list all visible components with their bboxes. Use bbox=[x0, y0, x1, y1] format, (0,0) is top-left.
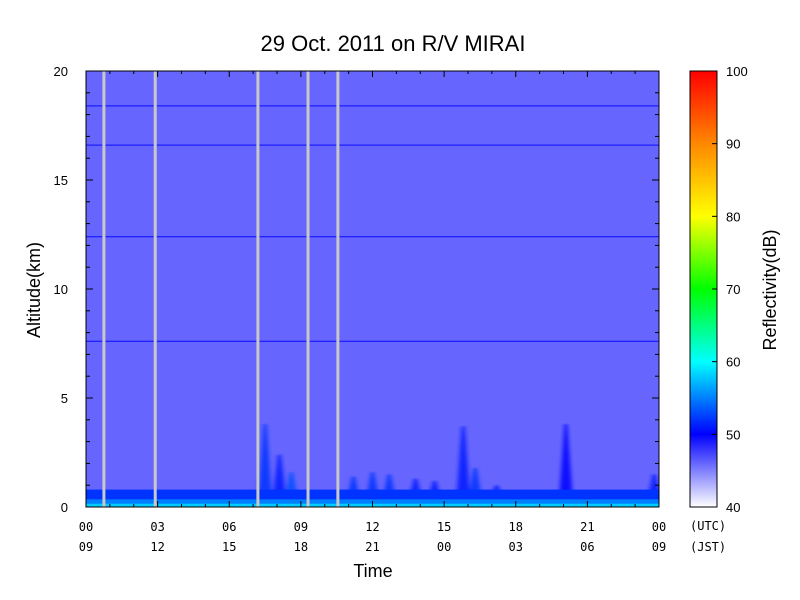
x-tick-label-jst: 12 bbox=[150, 540, 164, 554]
chart-title: 29 Oct. 2011 on R/V MIRAI bbox=[261, 31, 526, 56]
x-tick-label-utc: 09 bbox=[294, 520, 308, 534]
x-tick-label-utc: 00 bbox=[79, 520, 93, 534]
x-tick-label-jst: 09 bbox=[79, 540, 93, 554]
y-tick-label: 0 bbox=[61, 500, 68, 515]
x-tick-label-jst: 06 bbox=[580, 540, 594, 554]
x-tick-label-jst: 03 bbox=[509, 540, 523, 554]
x-axis-label: Time bbox=[353, 561, 392, 581]
colorbar-tick-label: 40 bbox=[726, 500, 740, 515]
x-tick-label-utc: 03 bbox=[150, 520, 164, 534]
data-gap bbox=[336, 71, 340, 507]
colorbar-tick-label: 80 bbox=[726, 209, 740, 224]
colorbar-tick-label: 90 bbox=[726, 137, 740, 152]
colorbar-tick-label: 70 bbox=[726, 282, 740, 297]
plot-axes: 00 09 03 12 06 15 09 18 12 21 15 00 18 03 21 06 00 09 0 5 10… bbox=[54, 64, 667, 554]
echo-plume bbox=[558, 424, 573, 501]
y-tick-label: 15 bbox=[54, 173, 68, 188]
x-tick-label-jst: 09 bbox=[652, 540, 666, 554]
colorbar-axis: 40 50 60 70 80 90 100 bbox=[712, 64, 748, 515]
echo-plume bbox=[272, 454, 287, 501]
y-tick-label: 20 bbox=[54, 64, 68, 79]
interference-line bbox=[86, 144, 659, 146]
colorbar-label: Reflectivity(dB) bbox=[760, 229, 780, 350]
echo-plume bbox=[258, 424, 273, 501]
data-gap bbox=[256, 71, 260, 507]
y-axis-label: Altitude(km) bbox=[24, 242, 44, 338]
data-gap bbox=[153, 71, 157, 507]
heatmap-area bbox=[86, 71, 659, 507]
x-tick-label-jst: 21 bbox=[365, 540, 379, 554]
x-tick-label-utc: 18 bbox=[509, 520, 523, 534]
x-tick-label-jst: 18 bbox=[294, 540, 308, 554]
colorbar-tick-label: 60 bbox=[726, 355, 740, 370]
utc-label: (UTC) bbox=[690, 519, 726, 533]
y-tick-label: 5 bbox=[61, 391, 68, 406]
x-tick-label-utc: 00 bbox=[652, 520, 666, 534]
x-tick-label-utc: 15 bbox=[437, 520, 451, 534]
x-tick-label-jst: 00 bbox=[437, 540, 451, 554]
interference-line bbox=[86, 340, 659, 342]
background-field bbox=[86, 71, 659, 507]
data-gap bbox=[102, 71, 106, 507]
x-tick-label-utc: 06 bbox=[222, 520, 236, 534]
x-tick-label-utc: 21 bbox=[580, 520, 594, 534]
interference-line bbox=[86, 236, 659, 238]
x-tick-label-jst: 15 bbox=[222, 540, 236, 554]
interference-line bbox=[86, 105, 659, 107]
colorbar-tick-label: 50 bbox=[726, 427, 740, 442]
x-tick-label-utc: 12 bbox=[365, 520, 379, 534]
data-gap bbox=[306, 71, 310, 507]
y-tick-label: 10 bbox=[54, 282, 68, 297]
colorbar-tick-label: 100 bbox=[726, 64, 748, 79]
jst-label: (JST) bbox=[690, 540, 726, 554]
echo-plume bbox=[456, 426, 471, 501]
